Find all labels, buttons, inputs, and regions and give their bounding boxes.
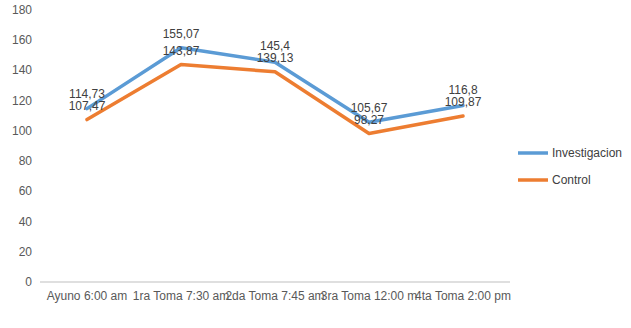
y-tick-label: 40 [19, 215, 33, 229]
plot-area [87, 48, 463, 134]
legend-label: Investigacion [552, 146, 622, 160]
x-tick-line: 2da Toma 7:45 am [225, 289, 324, 303]
series-line [87, 65, 463, 134]
y-tick-label: 120 [12, 94, 32, 108]
x-tick-label: 3ra Toma 12:00 m [321, 289, 418, 303]
legend-label: Control [552, 173, 591, 187]
y-tick-label: 20 [19, 245, 33, 259]
data-label: 145,4 [260, 39, 290, 53]
x-tick-label: 1ra Toma 7:30 am [133, 289, 230, 303]
x-tick-label: 2da Toma 7:45 am [225, 289, 324, 303]
x-tick-line: 3ra Toma 12:00 m [321, 289, 418, 303]
data-label: 155,07 [163, 27, 200, 41]
legend-swatch [518, 151, 548, 155]
data-label: 105,67 [351, 101, 388, 115]
x-tick-label: 4ta Toma 2:00 pm [415, 289, 511, 303]
x-tick-line: 1ra Toma 7:30 am [133, 289, 230, 303]
x-tick-label: Ayuno 6:00 am [47, 289, 128, 303]
data-label: 98,27 [354, 113, 384, 127]
y-tick-label: 80 [19, 154, 33, 168]
y-tick-label: 100 [12, 124, 32, 138]
data-label: 107,47 [69, 99, 106, 113]
data-label: 139,13 [257, 51, 294, 65]
x-axis [40, 282, 510, 283]
x-tick-line: Ayuno 6:00 am [47, 289, 128, 303]
x-tick-line: 4ta Toma 2:00 pm [415, 289, 511, 303]
y-tick-label: 160 [12, 33, 32, 47]
chart: 0 20 40 60 80 100 120 140 160 180 Ayuno 6:00 am 1ra… [0, 0, 631, 328]
y-tick-label: 180 [12, 3, 32, 17]
legend-swatch [518, 178, 548, 182]
data-label: 116,8 [448, 83, 477, 97]
y-tick-label: 140 [12, 63, 32, 77]
data-label: 114,73 [69, 87, 105, 101]
y-tick-label: 60 [19, 184, 33, 198]
y-tick-label: 0 [25, 275, 32, 289]
data-label: 143,87 [163, 44, 200, 58]
data-label: 109,87 [445, 95, 482, 109]
